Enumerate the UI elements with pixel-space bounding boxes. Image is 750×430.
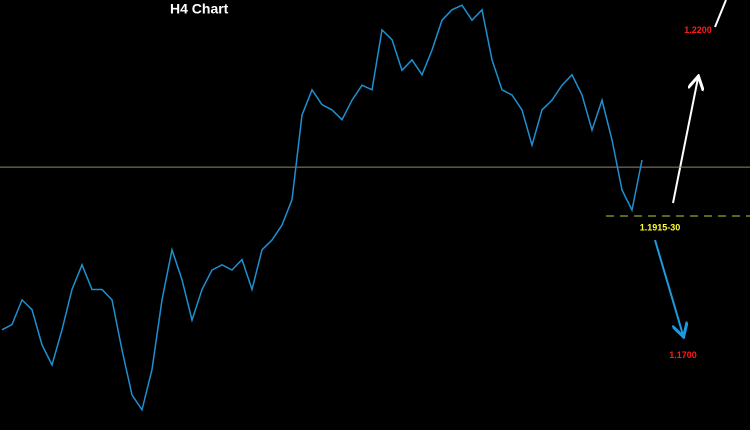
down-arrow: [654, 239, 683, 335]
up-arrow: [672, 78, 698, 204]
up-arrow-top: [714, 0, 727, 28]
price-label: 1.2200: [684, 25, 712, 35]
price-line: [1, 4, 643, 412]
price-label: 1.1700: [669, 350, 697, 360]
chart-title: H4 Chart: [170, 1, 229, 17]
price-label: 1.1915-30: [640, 222, 681, 232]
